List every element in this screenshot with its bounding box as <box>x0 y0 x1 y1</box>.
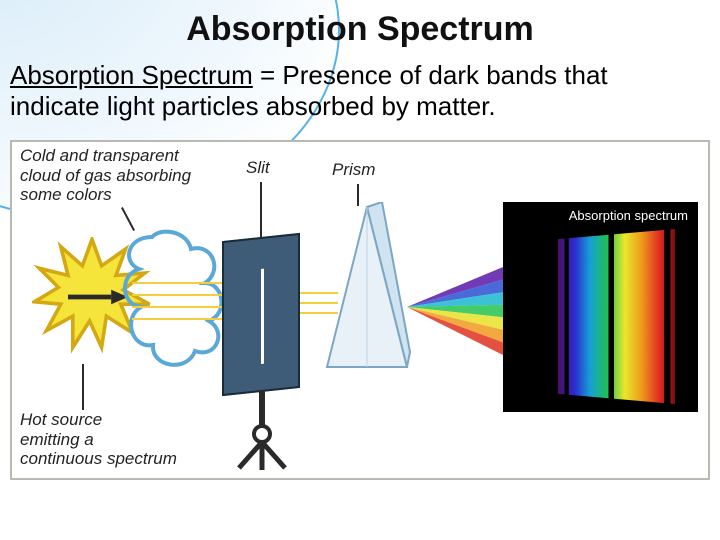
page-title: Absorption Spectrum <box>0 10 720 49</box>
spectrum-gradient <box>558 229 675 404</box>
gas-cloud-icon <box>117 227 227 377</box>
absorption-dark-line <box>564 238 568 395</box>
absorption-dark-line <box>665 229 671 403</box>
prism-label: Prism <box>332 160 375 180</box>
hot-source-label: Hot source emitting a continuous spectru… <box>20 410 177 469</box>
definition-text: Absorption Spectrum = Presence of dark b… <box>10 60 700 122</box>
prism-icon <box>322 202 412 392</box>
slit-pointer <box>260 182 262 240</box>
ray-segment <box>132 306 232 308</box>
slit-plate-icon <box>222 233 300 396</box>
cloud-label: Cold and transparent cloud of gas absorb… <box>20 146 191 205</box>
ray-segment <box>132 282 232 284</box>
slit-stand-icon <box>227 390 297 470</box>
source-pointer <box>82 364 84 410</box>
spectrum-display <box>558 229 675 404</box>
ray-segment <box>132 294 232 296</box>
ray-segment <box>132 318 232 320</box>
spectrum-panel: Absorption spectrum <box>503 202 698 412</box>
diagram-container: Cold and transparent cloud of gas absorb… <box>10 140 710 480</box>
absorption-dark-line <box>608 234 614 398</box>
spectrum-panel-title: Absorption spectrum <box>569 208 688 223</box>
slit-label: Slit <box>246 158 270 178</box>
definition-term: Absorption Spectrum <box>10 60 253 90</box>
